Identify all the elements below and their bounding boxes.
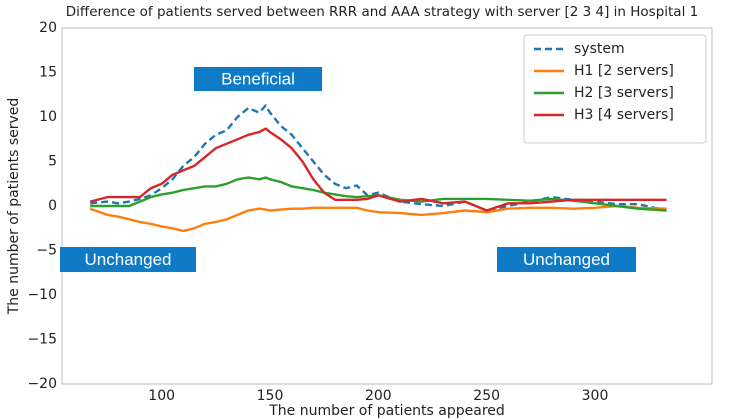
series-line [89,204,667,233]
x-tick-label: 100 [148,388,175,404]
legend-label: H2 [3 servers] [574,85,674,101]
y-tick-label: −15 [27,332,57,348]
annotation-box [194,67,322,91]
legend-label: H3 [4 servers] [574,107,674,123]
y-tick-label: 20 [39,20,57,36]
y-axis-label: The number of patients served [6,98,22,316]
y-tick-label: −20 [27,376,57,392]
y-tick-label: −5 [36,243,57,259]
y-tick-label: 10 [39,109,57,125]
x-tick-label: 200 [365,388,392,404]
y-tick-label: 0 [48,198,57,214]
annotation-text: Unchanged [523,250,610,269]
x-tick-label: 250 [473,388,500,404]
annotation-box [60,247,196,272]
x-tick-label: 300 [582,388,609,404]
annotation-text: Beneficial [221,69,295,88]
legend-label: H1 [2 servers] [574,63,674,79]
series-line [90,176,667,212]
chart-title: Difference of patients served between RR… [66,4,698,20]
y-tick-label: 15 [39,65,57,81]
series-line [90,104,667,212]
series-line [89,127,667,212]
y-tick-label: −10 [27,287,57,303]
y-tick-label: 5 [48,154,57,170]
legend-box [523,34,707,144]
annotation-text: Unchanged [85,250,172,269]
annotation-box [497,247,636,272]
x-axis-label: The number of patients appeared [268,403,505,419]
x-tick-label: 150 [257,388,284,404]
legend-label: system [574,41,625,57]
